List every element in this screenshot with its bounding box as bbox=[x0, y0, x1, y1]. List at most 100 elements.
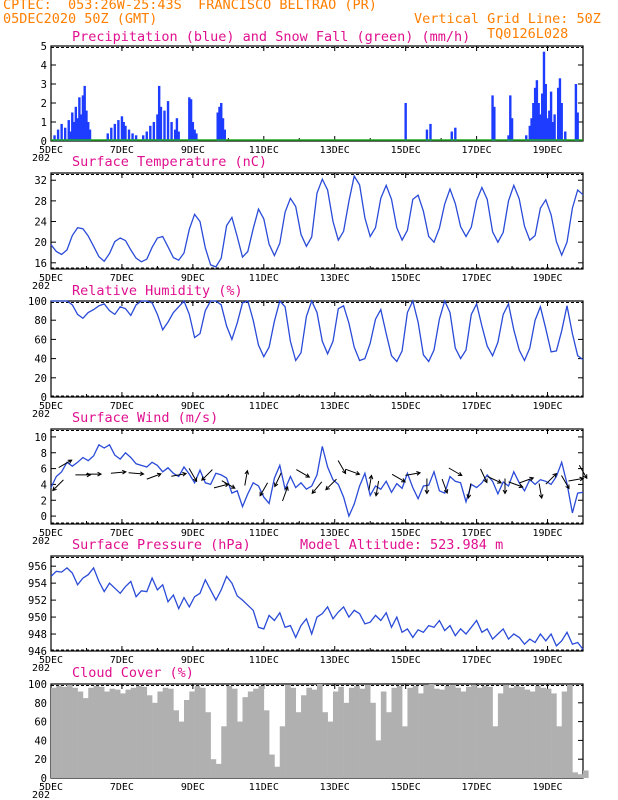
precip-bar bbox=[63, 127, 67, 141]
wind-xtick-label: 15DEC bbox=[391, 528, 421, 539]
cloud-bar bbox=[572, 772, 578, 778]
cloud-bar bbox=[481, 685, 488, 778]
cloud-xtick-label: 11DEC bbox=[249, 782, 279, 793]
wind-xtick-label: 17DEC bbox=[462, 528, 492, 539]
precip-title: Precipitation (blue) and Snow Fall (gree… bbox=[72, 29, 471, 45]
cloud-bar bbox=[519, 686, 525, 778]
wind-vector-arrow bbox=[391, 473, 407, 483]
wind-vector-arrow bbox=[568, 476, 585, 482]
wind-xtick-label: 5DEC bbox=[39, 528, 63, 539]
precip-bar bbox=[537, 103, 540, 141]
wind-vector-arrow bbox=[538, 483, 544, 500]
cloud-bar bbox=[503, 684, 509, 778]
cloud-xtick-label: 7DEC bbox=[110, 782, 134, 793]
cloud-bar bbox=[114, 689, 121, 778]
cloud-bar bbox=[583, 770, 589, 778]
cloud-bar bbox=[231, 688, 238, 778]
cloud-bar bbox=[577, 774, 584, 778]
humidity-xtick-label: 5DEC bbox=[39, 401, 63, 412]
cloud-panel: 0 20 40 60 80 100 5DEC 7DEC 9DEC 11DEC 13DEC 15DEC 1… bbox=[28, 679, 589, 800]
cloud-bar bbox=[210, 759, 217, 778]
cloud-bar bbox=[178, 721, 185, 778]
cloud-bar bbox=[253, 688, 259, 778]
wind-title: Surface Wind (m/s) bbox=[72, 410, 219, 426]
wind-ytick-label: 10 bbox=[34, 432, 47, 444]
cloud-bar bbox=[130, 687, 137, 778]
pressure-ytick-label: 956 bbox=[28, 561, 47, 573]
temperature-xtick-label: 9DEC bbox=[181, 273, 205, 284]
wind-vector-arrow bbox=[441, 478, 449, 494]
precip-ytick-label: 3 bbox=[41, 79, 47, 91]
pressure-xtick-label: 11DEC bbox=[249, 655, 279, 666]
cloud-bar bbox=[359, 688, 366, 778]
pressure-xtick-label: 13DEC bbox=[320, 655, 350, 666]
cloud-bar bbox=[471, 684, 477, 778]
wind-xtick-label: 7DEC bbox=[110, 528, 134, 539]
cloud-bar bbox=[98, 686, 105, 778]
wind-vector-arrow bbox=[171, 471, 188, 477]
temperature-ytick-label: 24 bbox=[34, 217, 47, 229]
temperature-title: Surface Temperature (nC) bbox=[72, 154, 268, 170]
cloud-bar bbox=[556, 726, 563, 778]
cloud-bar bbox=[72, 687, 78, 778]
cloud-bar bbox=[450, 684, 456, 778]
pressure-title: Surface Pressure (hPa) bbox=[72, 537, 251, 553]
wind-vector-arrow bbox=[368, 474, 374, 491]
cloud-bar bbox=[476, 687, 483, 778]
precip-bar bbox=[85, 110, 88, 141]
precip-bar bbox=[56, 129, 60, 141]
cloud-bar bbox=[364, 684, 371, 778]
wind-vector-arrow bbox=[519, 476, 535, 484]
precip-bar bbox=[450, 131, 453, 141]
wind-vector-arrow bbox=[201, 469, 213, 481]
cloud-bar bbox=[343, 702, 350, 778]
precip-bar bbox=[175, 118, 179, 141]
cloud-bar bbox=[274, 766, 281, 778]
precip-bar bbox=[76, 118, 79, 141]
cloud-bar bbox=[226, 685, 233, 778]
wind-vector-arrow bbox=[188, 468, 198, 483]
pressure-xtick-label: 15DEC bbox=[391, 655, 421, 666]
cloud-bar bbox=[168, 688, 174, 778]
cloud-bar bbox=[77, 691, 84, 778]
wind-ytick-label: 8 bbox=[41, 448, 47, 460]
wind-vector-arrow bbox=[244, 469, 250, 486]
cloud-bar bbox=[215, 763, 222, 778]
temperature-ytick-label: 16 bbox=[34, 258, 47, 270]
wind-xtick-label: 13DEC bbox=[320, 528, 350, 539]
cloud-xtick-label: 15DEC bbox=[391, 782, 421, 793]
cloud-bar bbox=[396, 685, 403, 778]
precip-bar bbox=[71, 112, 74, 141]
precip-bar bbox=[429, 123, 432, 141]
cloud-bar bbox=[492, 726, 499, 778]
precip-bar bbox=[558, 78, 562, 141]
cloud-xtick-label: 5DEC bbox=[39, 782, 63, 793]
cloud-bar bbox=[146, 695, 153, 778]
precip-ytick-label: 5 bbox=[41, 41, 47, 53]
precip-bar bbox=[541, 93, 544, 141]
humidity-series-line bbox=[51, 299, 584, 363]
precip-ytick-label: 2 bbox=[41, 98, 47, 110]
precip-bar bbox=[156, 114, 159, 141]
cloud-xtick-label: 17DEC bbox=[462, 782, 492, 793]
cloud-bar bbox=[497, 693, 504, 778]
humidity-year-stub: 202 bbox=[32, 409, 50, 420]
precip-bar bbox=[223, 129, 226, 141]
temperature-ytick-label: 32 bbox=[34, 175, 47, 187]
cloud-bar bbox=[332, 691, 339, 778]
cloud-bar bbox=[567, 684, 573, 778]
precip-bar bbox=[69, 131, 72, 141]
precip-bar bbox=[510, 118, 514, 141]
pressure-xtick-label: 5DEC bbox=[39, 655, 63, 666]
humidity-panel: 0 20 40 60 80 100 5DEC 7DEC 9DEC 11DEC 13DEC 15DEC 1… bbox=[28, 296, 584, 420]
temperature-ytick-label: 28 bbox=[34, 196, 47, 208]
precip-bar bbox=[88, 129, 92, 141]
precip-bar bbox=[145, 131, 148, 141]
humidity-xtick-label: 19DEC bbox=[532, 401, 562, 412]
precip-bar bbox=[551, 122, 555, 141]
wind-vector-arrow bbox=[508, 481, 524, 489]
precip-bar bbox=[120, 116, 124, 141]
precip-bar bbox=[72, 122, 76, 141]
precip-bar bbox=[560, 103, 563, 141]
cloud-bar bbox=[242, 697, 249, 778]
